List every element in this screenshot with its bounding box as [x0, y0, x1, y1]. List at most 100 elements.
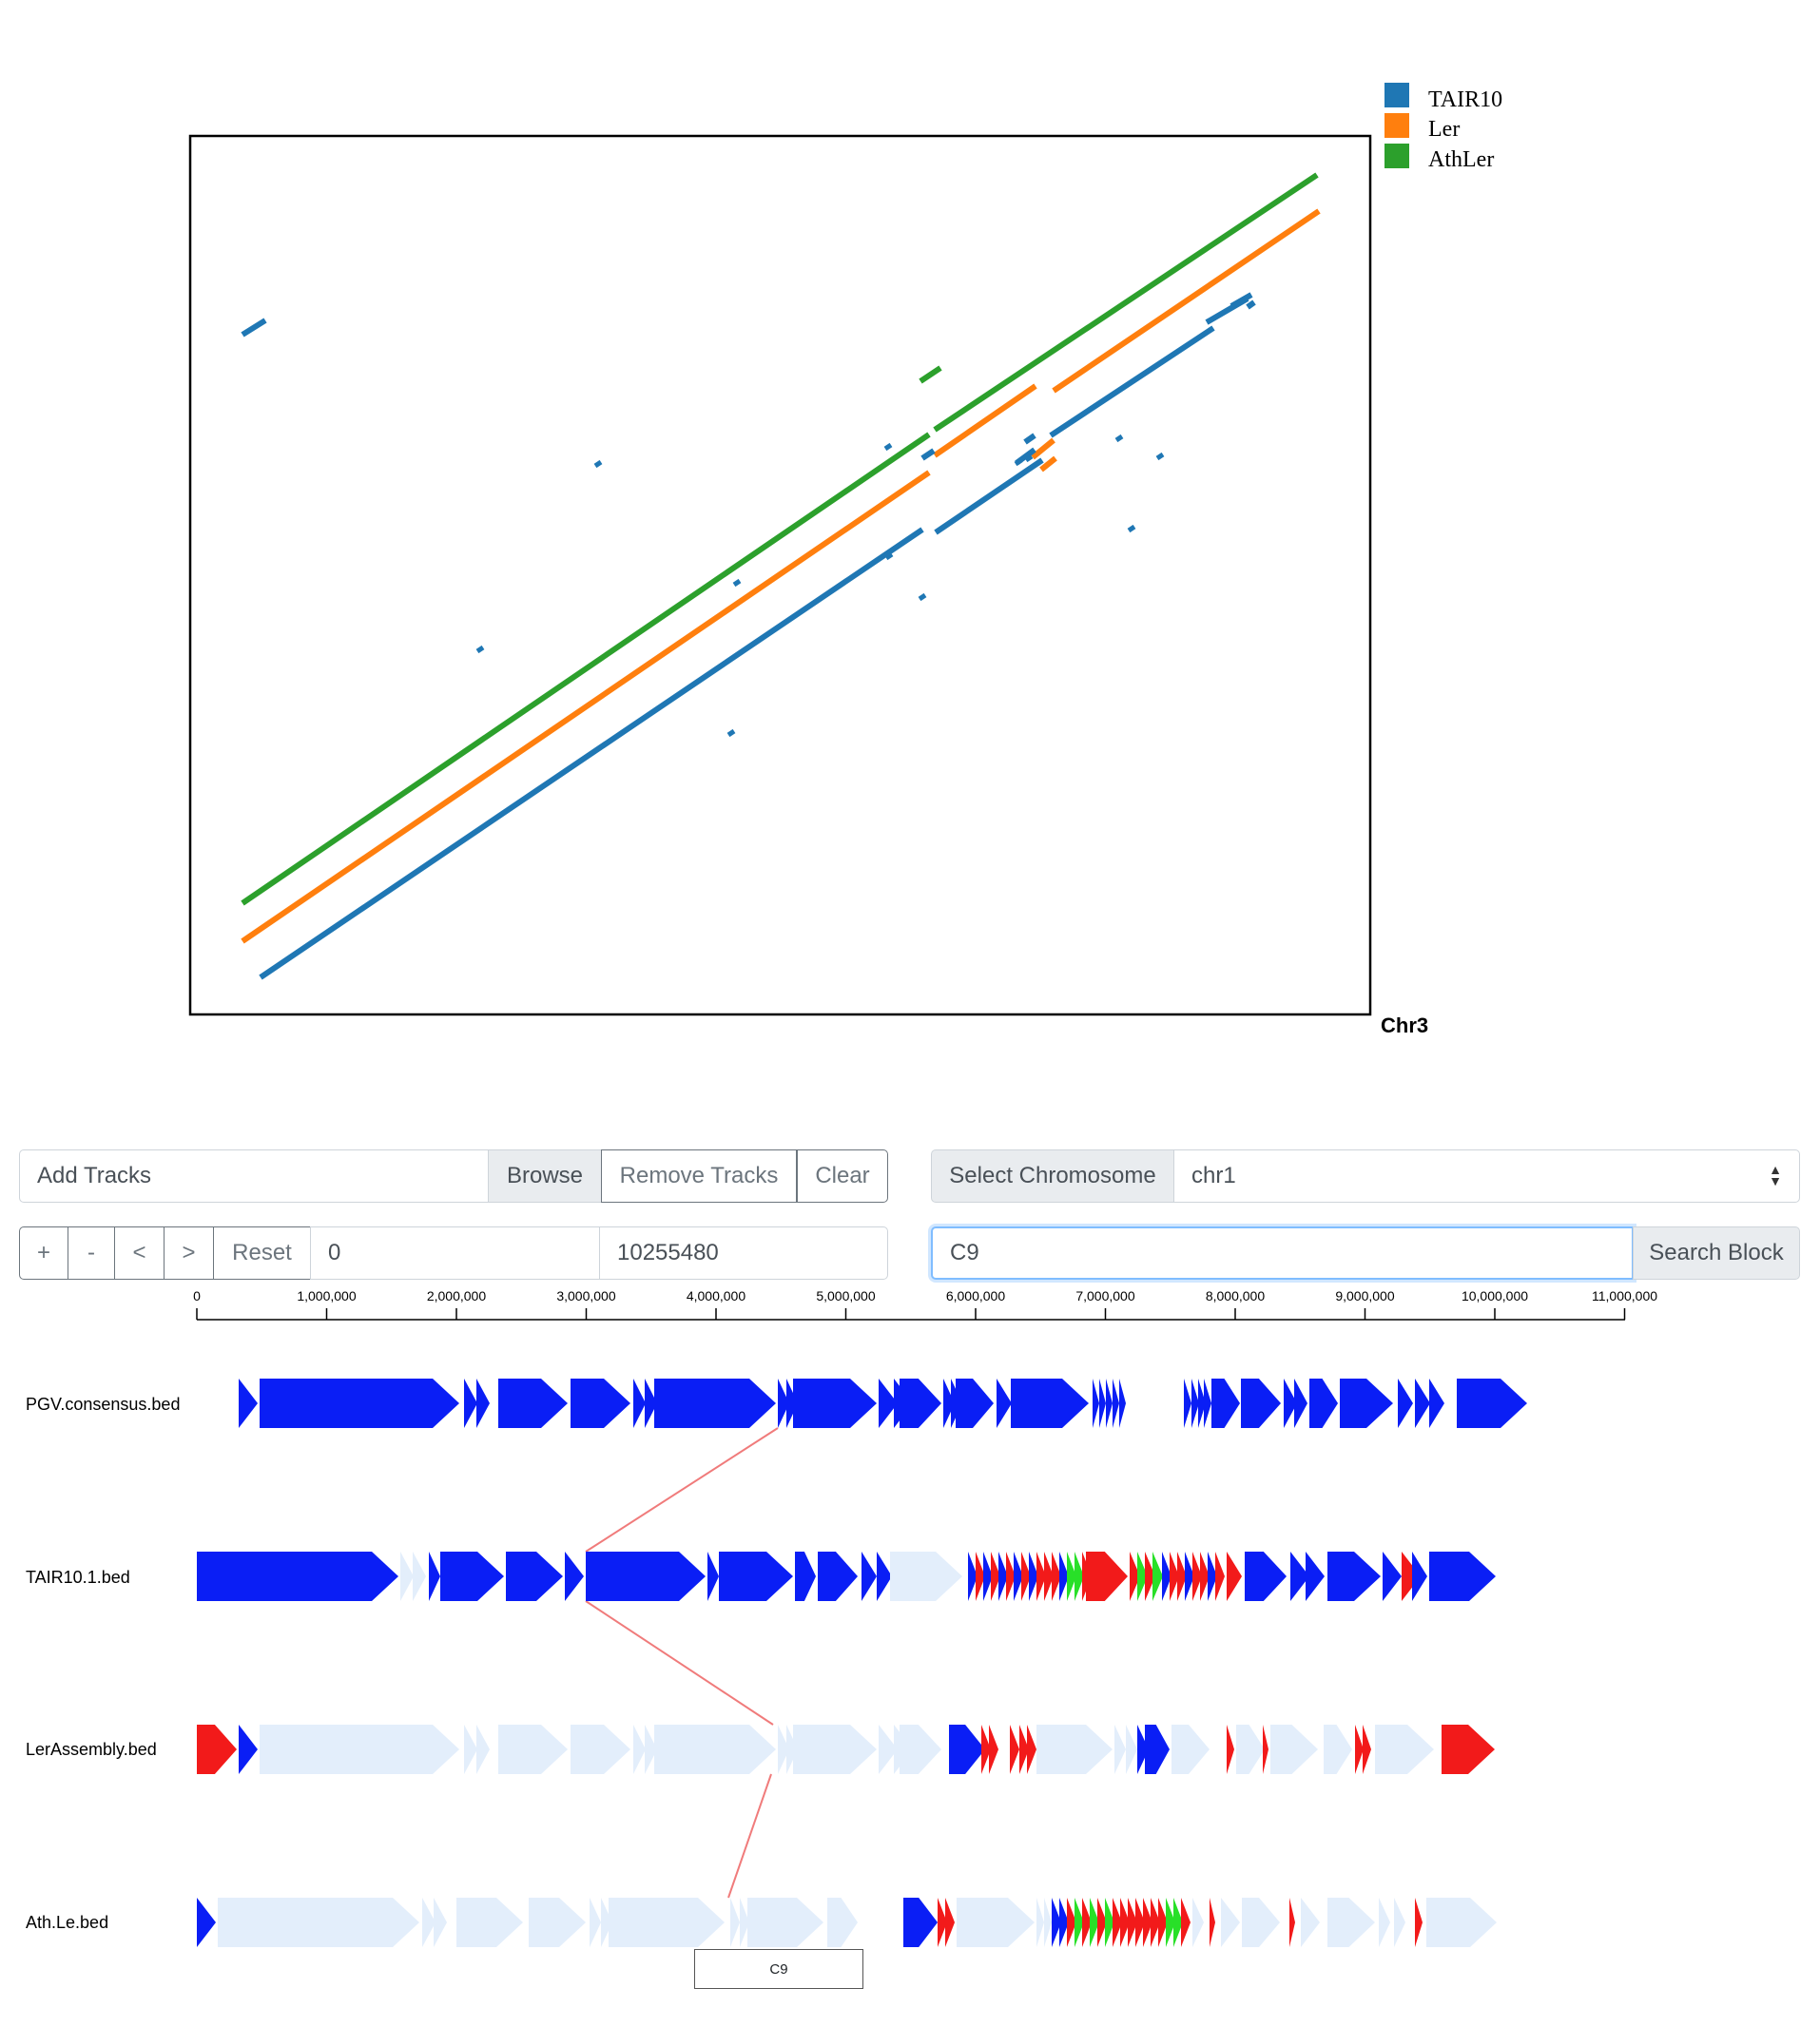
tair10-block[interactable] — [1215, 1552, 1225, 1601]
pgv-consensus-block[interactable] — [1099, 1379, 1106, 1428]
tair10-block[interactable] — [1429, 1552, 1496, 1601]
zoom-out-button[interactable]: - — [68, 1226, 115, 1280]
ler-assembly-block[interactable] — [900, 1725, 941, 1774]
tair10-block[interactable] — [1200, 1552, 1210, 1601]
tair10-block[interactable] — [1044, 1552, 1054, 1601]
ler-assembly-block[interactable] — [654, 1725, 776, 1774]
tair10-block[interactable] — [1052, 1552, 1061, 1601]
legend-item-ler[interactable]: Ler — [1384, 113, 1460, 142]
tair10-block[interactable] — [1006, 1552, 1016, 1601]
legend-item-tair10[interactable]: TAIR10 — [1384, 83, 1502, 112]
pgv-consensus-block[interactable] — [1198, 1379, 1206, 1428]
remove-tracks-button[interactable]: Remove Tracks — [601, 1149, 797, 1203]
tair10-block[interactable] — [719, 1552, 793, 1601]
ler-assembly-block[interactable] — [476, 1725, 490, 1774]
ler-assembly-block[interactable] — [778, 1725, 789, 1774]
tair10-block[interactable] — [1014, 1552, 1023, 1601]
ler-assembly-block[interactable] — [1270, 1725, 1318, 1774]
ath-le-block[interactable] — [1181, 1898, 1191, 1947]
ler-assembly-block[interactable] — [879, 1725, 898, 1774]
ath-le-block[interactable] — [434, 1898, 447, 1947]
ath-le-block[interactable] — [422, 1898, 436, 1947]
ath-le-block[interactable] — [1097, 1898, 1107, 1947]
tair10-block[interactable] — [1162, 1552, 1171, 1601]
ath-le-block[interactable] — [1120, 1898, 1130, 1947]
tair10-block[interactable] — [400, 1552, 414, 1601]
ath-le-block[interactable] — [730, 1898, 740, 1947]
pgv-consensus-block[interactable] — [1211, 1379, 1240, 1428]
tair10-block[interactable] — [818, 1552, 858, 1601]
pgv-consensus-block[interactable] — [654, 1379, 776, 1428]
ath-le-block[interactable] — [1379, 1898, 1390, 1947]
tair10-block[interactable] — [1067, 1552, 1076, 1601]
pgv-consensus-block[interactable] — [498, 1379, 568, 1428]
tair10-block[interactable] — [1029, 1552, 1038, 1601]
tair10-block[interactable] — [1327, 1552, 1381, 1601]
ler-assembly-block[interactable] — [1036, 1725, 1113, 1774]
pgv-consensus-block[interactable] — [571, 1379, 630, 1428]
ath-le-block[interactable] — [601, 1898, 612, 1947]
pgv-consensus-block[interactable] — [1294, 1379, 1307, 1428]
ath-le-block[interactable] — [1082, 1898, 1092, 1947]
pan-right-button[interactable]: > — [164, 1226, 214, 1280]
zoom-in-button[interactable]: + — [19, 1226, 68, 1280]
pgv-consensus-block[interactable] — [786, 1379, 798, 1428]
tair10-block[interactable] — [1170, 1552, 1179, 1601]
ath-le-block[interactable] — [1143, 1898, 1152, 1947]
browse-button[interactable]: Browse — [488, 1149, 602, 1203]
ath-le-block[interactable] — [456, 1898, 523, 1947]
ler-assembly-block[interactable] — [1375, 1725, 1434, 1774]
search-block-button[interactable]: Search Block — [1633, 1226, 1800, 1280]
ath-le-block[interactable] — [1044, 1898, 1052, 1947]
chromosome-select[interactable]: chr1 ▲ ▼ — [1173, 1149, 1800, 1203]
ler-assembly-block[interactable] — [1137, 1725, 1149, 1774]
ath-le-block[interactable] — [1166, 1898, 1175, 1947]
ler-assembly-block[interactable] — [989, 1725, 998, 1774]
pgv-consensus-block[interactable] — [1184, 1379, 1191, 1428]
tair10-block[interactable] — [795, 1552, 816, 1601]
tair10-block[interactable] — [983, 1552, 993, 1601]
ath-le-block[interactable] — [1059, 1898, 1069, 1947]
pgv-consensus-block[interactable] — [1284, 1379, 1297, 1428]
track-label-ler-assembly[interactable]: LerAssembly.bed — [26, 1740, 157, 1759]
ler-assembly-block[interactable] — [1263, 1725, 1268, 1774]
tair10-block[interactable] — [1145, 1552, 1155, 1601]
tair10-block[interactable] — [998, 1552, 1008, 1601]
pgv-consensus-block[interactable] — [943, 1379, 955, 1428]
pgv-consensus-block[interactable] — [476, 1379, 490, 1428]
ler-assembly-block[interactable] — [1171, 1725, 1210, 1774]
ath-le-block[interactable] — [1135, 1898, 1145, 1947]
track-label-tair10[interactable]: TAIR10.1.bed — [26, 1568, 130, 1587]
ath-le-block[interactable] — [1075, 1898, 1084, 1947]
ler-assembly-block[interactable] — [633, 1725, 646, 1774]
tair10-block[interactable] — [968, 1552, 978, 1601]
ler-assembly-block[interactable] — [1126, 1725, 1137, 1774]
tair10-block[interactable] — [1075, 1552, 1084, 1601]
ath-le-block[interactable] — [609, 1898, 725, 1947]
ler-assembly-block[interactable] — [1355, 1725, 1364, 1774]
ler-assembly-block[interactable] — [1010, 1725, 1019, 1774]
tair10-block[interactable] — [1021, 1552, 1031, 1601]
tair10-block[interactable] — [1152, 1552, 1163, 1601]
ler-assembly-block[interactable] — [949, 1725, 985, 1774]
legend-item-athler[interactable]: AthLer — [1384, 144, 1494, 172]
ath-le-block[interactable] — [827, 1898, 858, 1947]
search-block-input[interactable]: C9 — [931, 1226, 1634, 1280]
ath-le-block[interactable] — [529, 1898, 586, 1947]
pgv-consensus-block[interactable] — [1119, 1379, 1126, 1428]
tair10-block[interactable] — [1290, 1552, 1309, 1601]
pgv-consensus-block[interactable] — [260, 1379, 459, 1428]
ler-assembly-block[interactable] — [1227, 1725, 1234, 1774]
tair10-block[interactable] — [890, 1552, 962, 1601]
tair10-block[interactable] — [1402, 1552, 1421, 1601]
ath-le-block[interactable] — [1067, 1898, 1076, 1947]
tair10-block[interactable] — [1137, 1552, 1148, 1601]
tair10-block[interactable] — [1036, 1552, 1046, 1601]
pgv-consensus-block[interactable] — [1204, 1379, 1211, 1428]
pgv-consensus-block[interactable] — [1011, 1379, 1089, 1428]
tair10-block[interactable] — [1208, 1552, 1217, 1601]
ath-le-block[interactable] — [938, 1898, 947, 1947]
tair10-block[interactable] — [1245, 1552, 1287, 1601]
tair10-block[interactable] — [976, 1552, 985, 1601]
pgv-consensus-block[interactable] — [464, 1379, 477, 1428]
